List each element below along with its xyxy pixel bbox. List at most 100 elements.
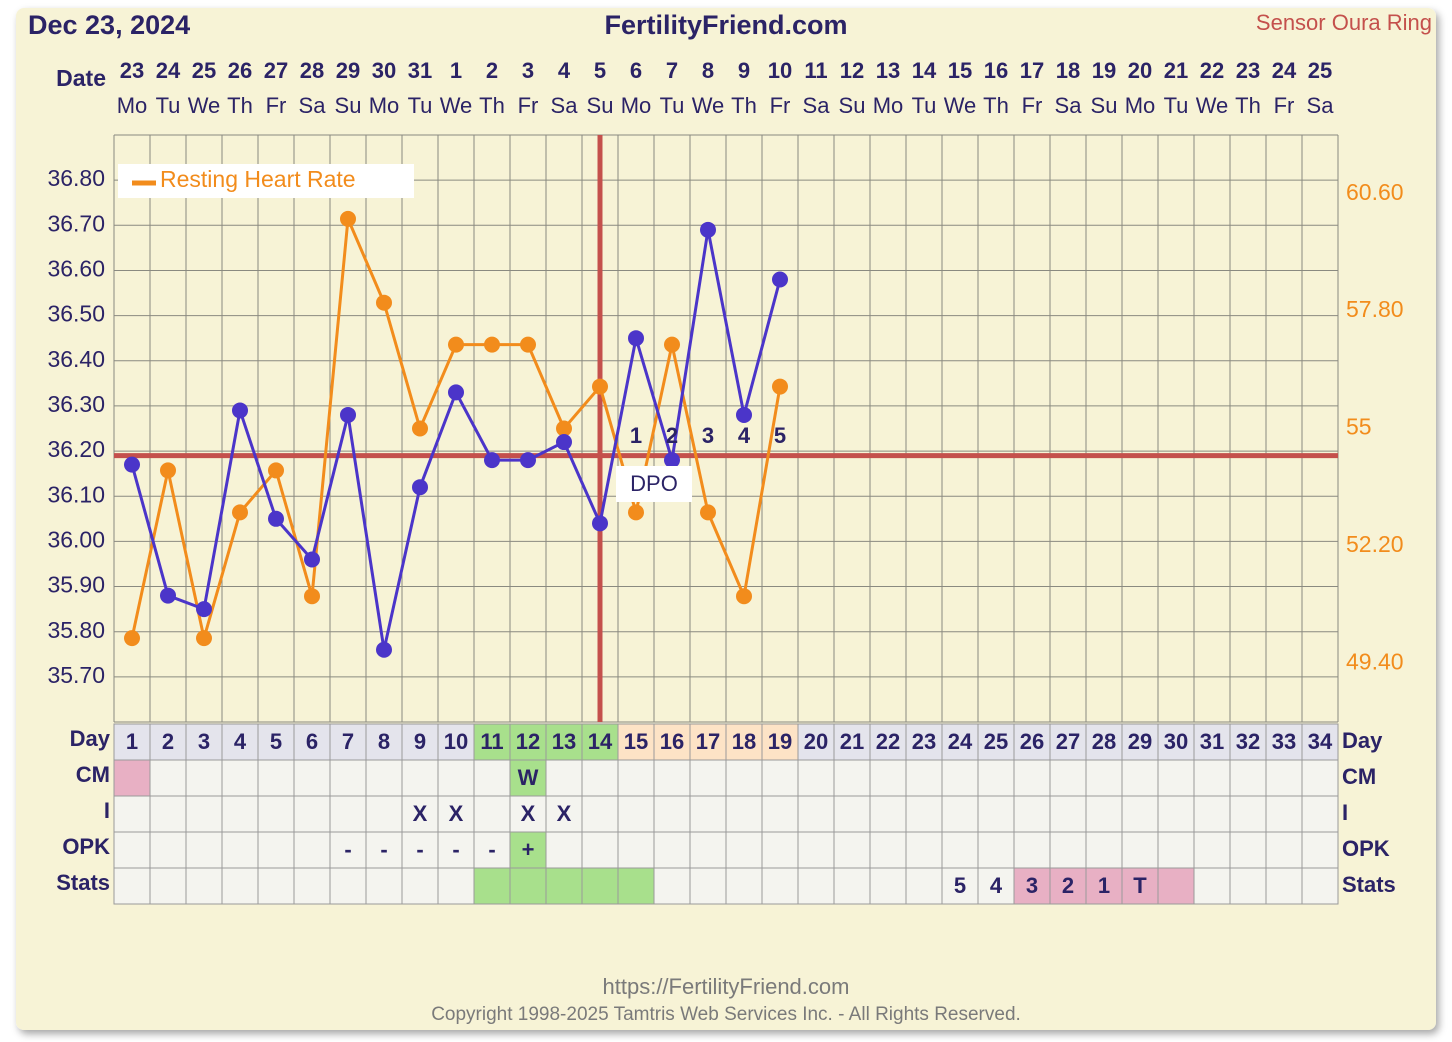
y2-tick-label: 60.60 — [1346, 179, 1404, 205]
table-cell — [365, 759, 403, 797]
table-cell — [869, 795, 907, 833]
table-cell — [941, 795, 979, 833]
dpo-box — [616, 466, 692, 502]
weekday-label: Su — [587, 93, 614, 118]
table-cell — [1301, 759, 1339, 797]
cell-text: 4 — [234, 729, 247, 754]
table-cell — [833, 759, 871, 797]
table-cell — [1121, 795, 1159, 833]
cell-text: X — [449, 801, 464, 826]
y2-tick-label: 52.20 — [1346, 531, 1404, 557]
table-cell — [833, 795, 871, 833]
table-cell — [329, 795, 367, 833]
row-label-right: Day — [1342, 728, 1383, 753]
table-cell — [725, 867, 763, 905]
table-cell — [221, 759, 259, 797]
table-cell — [185, 831, 223, 869]
table-cell — [869, 831, 907, 869]
date-label: 30 — [372, 58, 396, 83]
table-cell — [1121, 759, 1159, 797]
date-label: 22 — [1200, 58, 1224, 83]
table-cell — [1157, 867, 1195, 905]
weekday-label: Tu — [1164, 93, 1189, 118]
table-cell — [689, 723, 727, 761]
table-cell — [1229, 795, 1267, 833]
table-cell — [725, 831, 763, 869]
data-point — [448, 336, 464, 353]
cell-text: 17 — [696, 729, 720, 754]
weekday-label: Mo — [873, 93, 904, 118]
data-point — [664, 336, 680, 353]
weekday-label: Sa — [551, 93, 579, 118]
table-cell — [1013, 723, 1051, 761]
table-cell — [653, 867, 691, 905]
cell-text: 20 — [804, 729, 828, 754]
table-cell — [761, 795, 799, 833]
data-point — [700, 504, 716, 521]
cell-text: 16 — [660, 729, 684, 754]
row-label: Stats — [56, 870, 110, 895]
table-cell — [185, 759, 223, 797]
table-cell — [1265, 867, 1303, 905]
data-point — [232, 504, 248, 521]
table-cell — [581, 795, 619, 833]
table-cell — [401, 867, 439, 905]
table-cell — [149, 867, 187, 905]
table-cell — [329, 867, 367, 905]
y2-tick-label: 55 — [1346, 414, 1372, 440]
weekday-label: Sa — [299, 93, 327, 118]
table-cell — [509, 831, 547, 869]
date-label: Date — [56, 65, 106, 91]
weekday-label: Th — [1235, 93, 1261, 118]
table-cell — [869, 759, 907, 797]
cell-text: 5 — [954, 873, 966, 898]
table-cell — [689, 759, 727, 797]
table-cell — [1049, 867, 1087, 905]
table-cell — [113, 723, 151, 761]
date-label: 4 — [558, 58, 571, 83]
table-cell — [545, 759, 583, 797]
cell-text: 18 — [732, 729, 756, 754]
cell-text: - — [488, 837, 495, 862]
table-cell — [221, 867, 259, 905]
table-cell — [941, 831, 979, 869]
data-point — [448, 384, 464, 401]
dpo-number: 3 — [702, 423, 714, 448]
dpo-number: 1 — [630, 423, 642, 448]
data-point — [628, 330, 644, 347]
data-point — [304, 588, 320, 605]
data-point — [412, 420, 428, 437]
table-cell — [797, 723, 835, 761]
table-cell — [653, 795, 691, 833]
cell-text: 22 — [876, 729, 900, 754]
table-cell — [689, 831, 727, 869]
cell-text: 33 — [1272, 729, 1296, 754]
data-point — [592, 378, 608, 395]
data-point — [232, 402, 248, 419]
cell-text: - — [344, 837, 351, 862]
weekday-label: Th — [983, 93, 1009, 118]
table-cell — [1265, 831, 1303, 869]
legend-box — [118, 164, 414, 198]
date-label: 18 — [1056, 58, 1080, 83]
table-cell — [1229, 831, 1267, 869]
y-tick-label: 35.90 — [47, 572, 105, 598]
cell-text: X — [521, 801, 536, 826]
table-cell — [941, 759, 979, 797]
weekday-label: Th — [479, 93, 505, 118]
date-label: 31 — [408, 58, 432, 83]
cell-text: 13 — [552, 729, 576, 754]
table-cell — [653, 831, 691, 869]
data-point — [664, 452, 680, 469]
table-cell — [1049, 831, 1087, 869]
date-label: 6 — [630, 58, 642, 83]
table-cell — [1085, 723, 1123, 761]
cell-text: 12 — [516, 729, 540, 754]
date-label: 28 — [300, 58, 324, 83]
date-label: 15 — [948, 58, 972, 83]
cell-text: 34 — [1308, 729, 1333, 754]
date-label: 26 — [228, 58, 252, 83]
weekday-label: Fr — [518, 93, 539, 118]
table-cell — [1193, 831, 1231, 869]
table-cell — [473, 867, 511, 905]
